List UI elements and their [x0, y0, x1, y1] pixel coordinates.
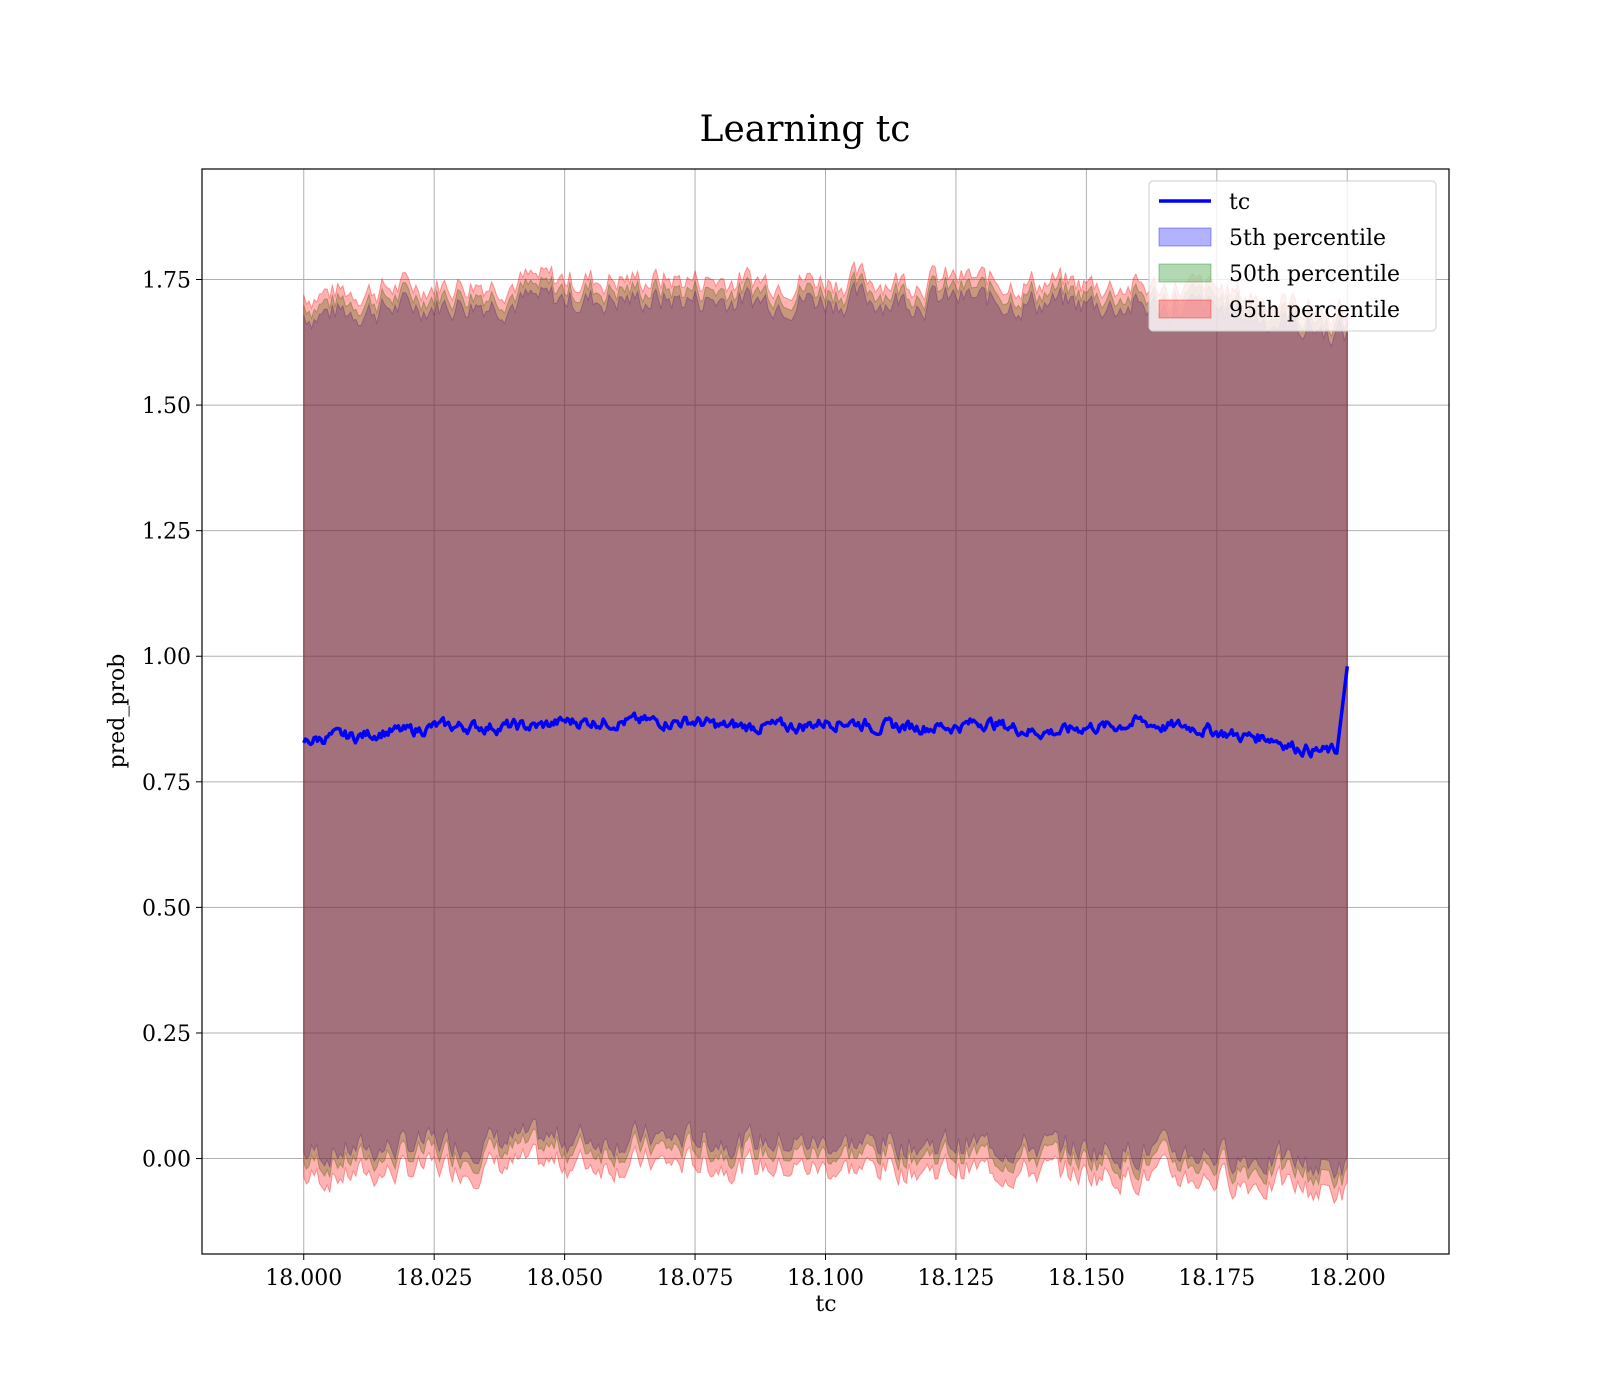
chart-title: Learning tc: [700, 109, 911, 150]
legend-label: tc: [1229, 190, 1250, 215]
y-tick-label: 1.75: [142, 269, 191, 294]
legend-label: 95th percentile: [1229, 298, 1400, 323]
legend-box: [1148, 180, 1437, 332]
legend-swatch: [1158, 227, 1212, 247]
y-tick-label: 1.50: [142, 394, 191, 419]
legend-swatch: [1158, 299, 1212, 319]
x-tick-label: 18.025: [396, 1266, 473, 1291]
x-tick-label: 18.125: [917, 1266, 994, 1291]
legend-swatch: [1158, 263, 1212, 283]
percentile-bands: [303, 260, 1348, 1205]
y-tick-label: 1.00: [142, 645, 191, 670]
y-tick-label: 0.00: [142, 1148, 191, 1173]
x-axis: 18.000 18.025 18.050 18.075 18.100 18.125 18.1…: [265, 1254, 1386, 1291]
y-tick-label: 1.25: [142, 520, 191, 545]
y-tick-label: 0.50: [142, 896, 191, 921]
x-tick-label: 18.150: [1048, 1266, 1125, 1291]
x-tick-label: 18.100: [787, 1266, 864, 1291]
band-1: [303, 270, 1348, 1190]
y-tick-label: 0.25: [142, 1022, 191, 1047]
y-axis-label: pred_prob: [105, 654, 130, 769]
grid: [202, 169, 1449, 1254]
legend: tc 5th percentile 50th percentile 95th perc…: [1148, 180, 1437, 332]
series-lines: [302, 666, 1350, 759]
x-tick-label: 18.050: [526, 1266, 603, 1291]
legend-label: 5th percentile: [1229, 226, 1386, 251]
x-axis-label: tc: [815, 1292, 836, 1317]
x-tick-label: 18.075: [657, 1266, 734, 1291]
legend-label: 50th percentile: [1229, 262, 1400, 287]
band-0: [303, 280, 1348, 1180]
y-axis: 0.00 0.25 0.50 0.75 1.00 1.25 1.50 1.75: [142, 269, 202, 1173]
x-tick-label: 18.000: [265, 1266, 342, 1291]
y-tick-label: 0.75: [142, 771, 191, 796]
x-tick-label: 18.175: [1178, 1266, 1255, 1291]
series-line-0: [302, 666, 1350, 759]
band-2: [303, 260, 1348, 1205]
x-tick-label: 18.200: [1309, 1266, 1386, 1291]
